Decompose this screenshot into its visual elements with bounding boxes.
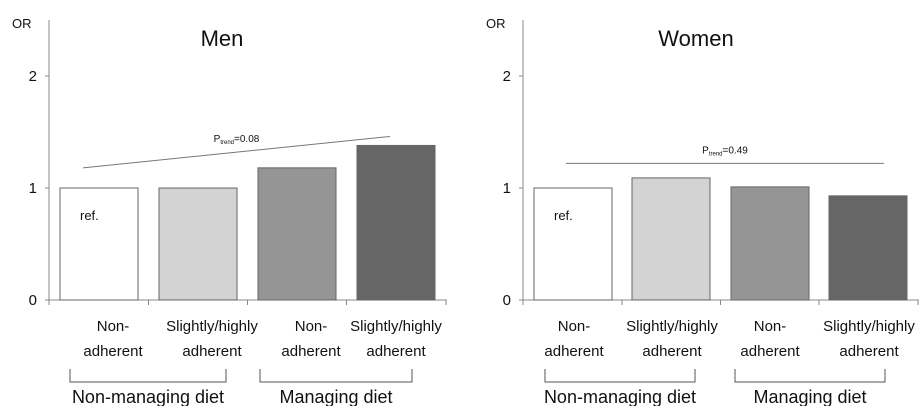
category-label: adherent [740, 343, 800, 360]
bar [828, 195, 908, 301]
y-tick-label: 2 [503, 68, 511, 85]
category-label: adherent [839, 343, 899, 360]
y-tick-label: 0 [503, 292, 511, 309]
p-trend-symbol: P [214, 134, 221, 145]
chart-panel-women: 0 1 2 OR Women ref. Ptrend=0.49 Non-adherent Sli… [486, 16, 919, 407]
group-label: Non-managing diet [72, 387, 224, 406]
p-trend-subscript: trend [220, 140, 234, 146]
chart-panel-men: 0 1 2 OR Men ref. Ptrend=0.08 Non-adherent Sligh… [12, 16, 447, 407]
category-label: Non- [97, 318, 130, 335]
y-axis-label: OR [12, 16, 32, 31]
p-trend-value: =0.49 [723, 145, 749, 156]
y-tick-label: 1 [29, 180, 37, 197]
group-bracket [544, 369, 696, 383]
category-label: adherent [182, 343, 242, 360]
category-label: Slightly/highly [166, 318, 258, 335]
bar [158, 187, 238, 301]
p-trend-value: =0.08 [234, 134, 260, 145]
p-trend-symbol: P [702, 145, 709, 156]
p-trend-subscript: trend [709, 151, 723, 157]
category-label: adherent [366, 343, 426, 360]
category-label: Non- [295, 318, 328, 335]
chart-title: Women [658, 26, 733, 51]
trend-line [82, 135, 391, 169]
bar-label: ref. [80, 208, 99, 223]
group-label: Managing diet [753, 387, 866, 406]
category-label: adherent [281, 343, 341, 360]
bar [730, 186, 810, 301]
category-label: adherent [544, 343, 604, 360]
p-trend-annotation: Ptrend=0.08 [214, 134, 260, 146]
group-label: Managing diet [279, 387, 392, 406]
category-label: adherent [83, 343, 143, 360]
group-label: Non-managing diet [544, 387, 696, 406]
category-label: Slightly/highly [823, 318, 915, 335]
category-label: Non- [754, 318, 787, 335]
bar [631, 177, 711, 301]
bar [533, 187, 613, 301]
y-tick-label: 0 [29, 292, 37, 309]
chart-title: Men [201, 26, 244, 51]
group-bracket [259, 369, 413, 383]
y-tick-label: 1 [503, 180, 511, 197]
group-bracket [734, 369, 886, 383]
bar [356, 144, 436, 301]
bar-label: ref. [554, 208, 573, 223]
category-label: Slightly/highly [626, 318, 718, 335]
bar [257, 167, 337, 301]
bar [59, 187, 139, 301]
y-axis-label: OR [486, 16, 506, 31]
group-bracket [69, 369, 227, 383]
category-label: Non- [558, 318, 591, 335]
y-tick-label: 2 [29, 68, 37, 85]
category-label: Slightly/highly [350, 318, 442, 335]
p-trend-annotation: Ptrend=0.49 [702, 145, 748, 157]
category-label: adherent [642, 343, 702, 360]
